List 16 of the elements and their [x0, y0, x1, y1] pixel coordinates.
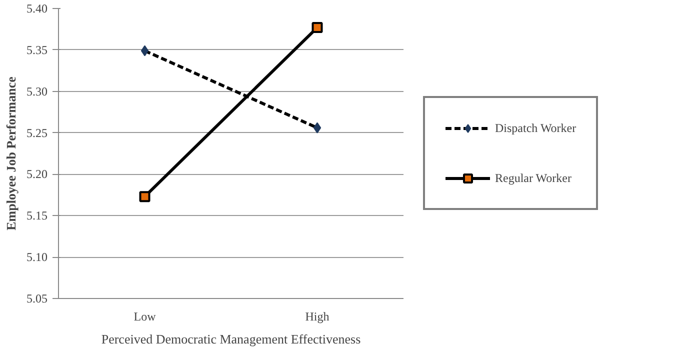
y-tick-label: 5.15	[26, 208, 48, 223]
point	[139, 191, 150, 202]
point	[312, 22, 323, 34]
y-tick-label: 5.25	[26, 126, 48, 140]
x-tick-label: Low	[134, 310, 156, 324]
legend-label: Dispatch Worker	[495, 120, 576, 136]
legend-label: Regular Worker	[495, 170, 572, 186]
y-tick-label: 5.35	[26, 42, 48, 57]
y-axis-title: Employee Job Performance	[4, 76, 18, 230]
y-tick-label: 5.05	[26, 292, 48, 306]
y-tick-label: 5.10	[26, 250, 48, 264]
y-tick-label: 5.30	[26, 84, 48, 98]
y-tick-label: 5.20	[26, 167, 48, 182]
y-tick-label: 5.40	[26, 2, 48, 16]
x-tick-label: High	[305, 310, 330, 324]
x-axis-title: Perceived Democratic Management Effectiveness	[101, 332, 361, 346]
